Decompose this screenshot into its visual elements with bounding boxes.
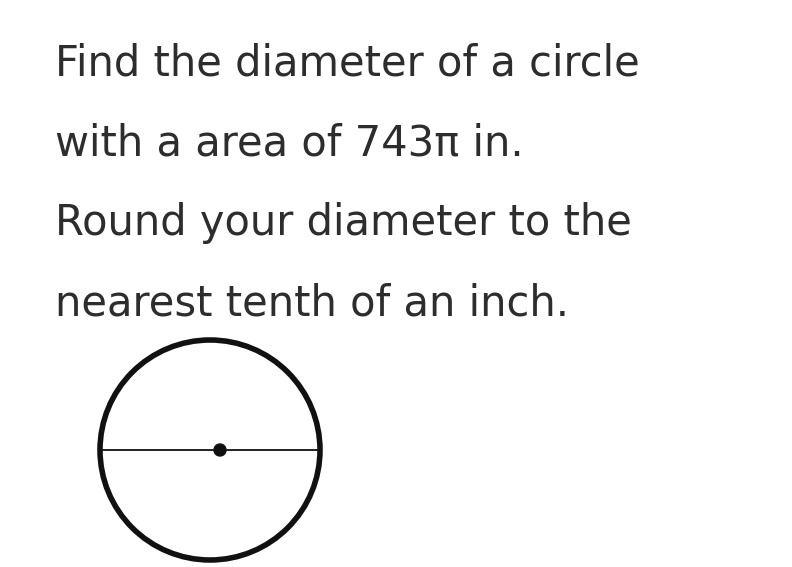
Circle shape bbox=[214, 444, 226, 456]
Text: Find the diameter of a circle: Find the diameter of a circle bbox=[55, 42, 640, 84]
Text: nearest tenth of an inch.: nearest tenth of an inch. bbox=[55, 282, 569, 324]
Text: with a area of 743π in.: with a area of 743π in. bbox=[55, 122, 524, 164]
Text: Round your diameter to the: Round your diameter to the bbox=[55, 202, 632, 244]
